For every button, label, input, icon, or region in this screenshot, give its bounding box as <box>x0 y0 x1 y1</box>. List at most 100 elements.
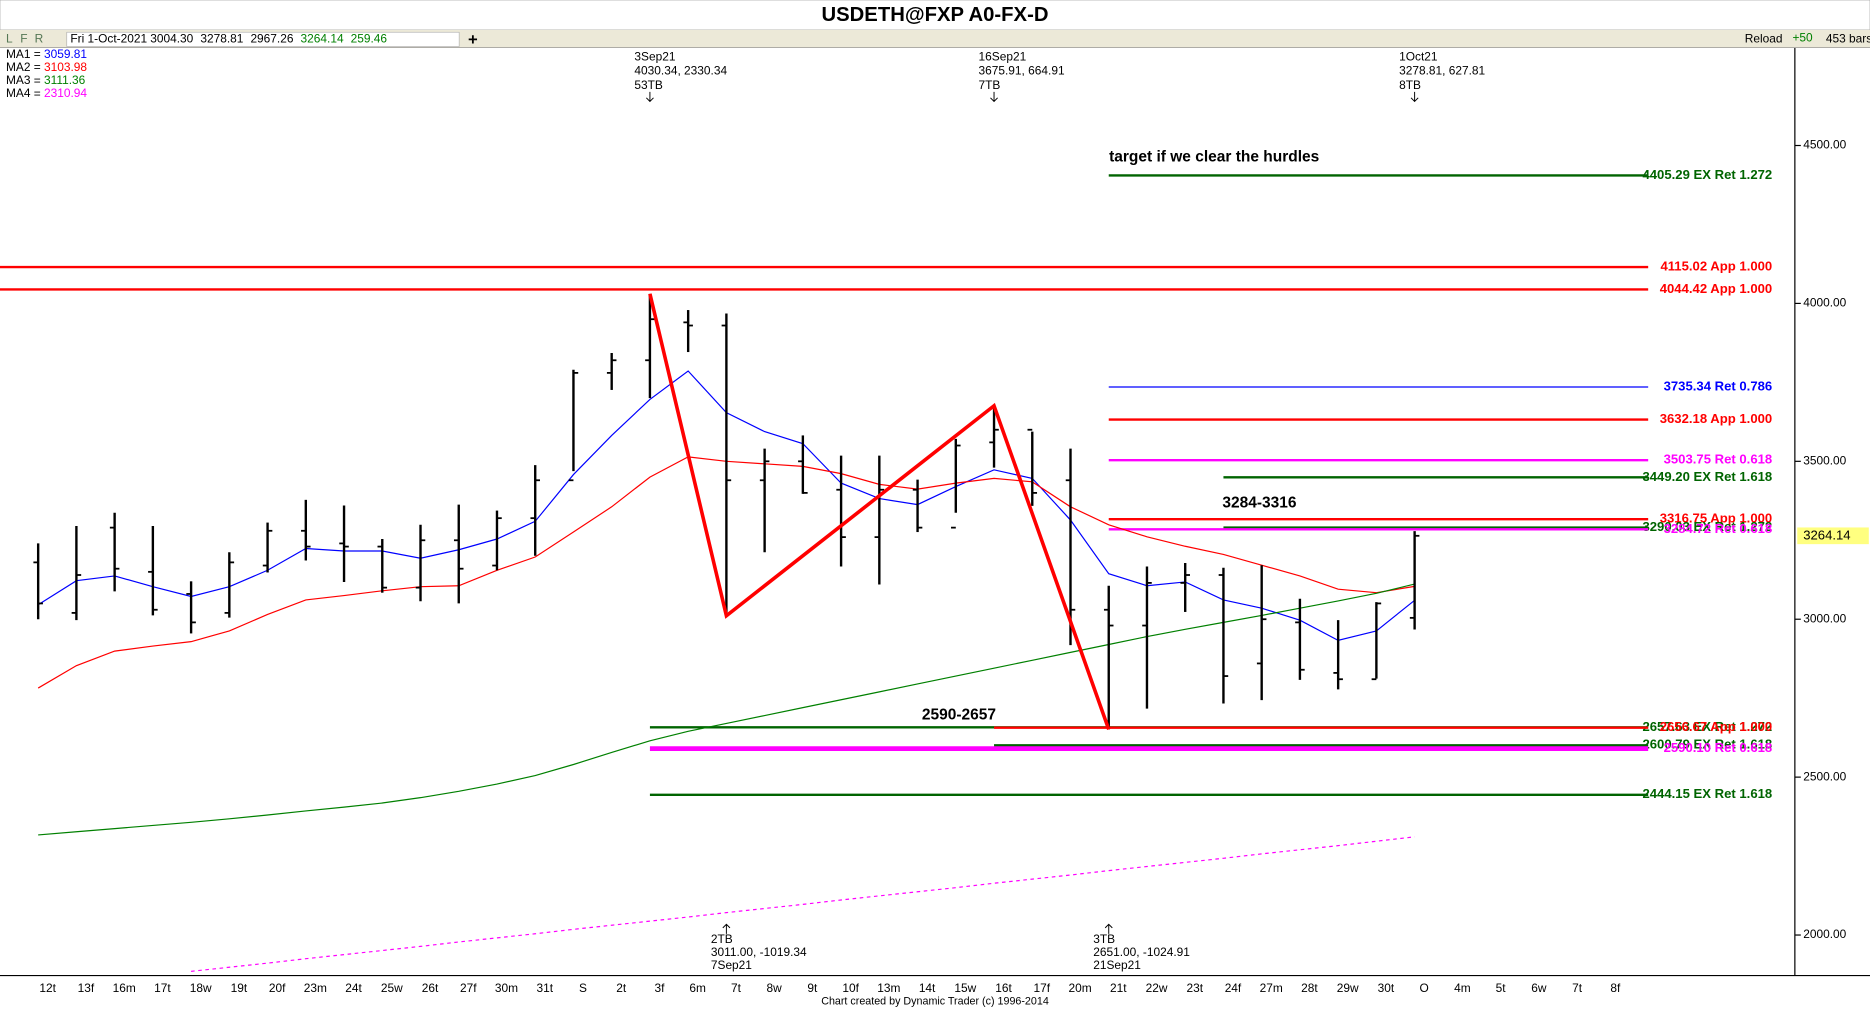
swing-date: 1Oct21 <box>1399 49 1438 63</box>
swing-tb: 7TB <box>979 78 1001 92</box>
swing-text: 3278.81, 627.81 <box>1399 64 1485 78</box>
legend-name: MA1 <box>6 47 31 61</box>
x-tick-label: 22w <box>1146 981 1168 995</box>
swing-arrow <box>1410 91 1419 103</box>
x-tick-label: 15w <box>954 981 976 995</box>
x-tick-label: 16t <box>995 981 1012 995</box>
x-tick-label: 5t <box>1496 981 1507 995</box>
level-label: 3503.75 Ret 0.618 <box>1664 452 1773 467</box>
ma-line <box>191 836 1415 972</box>
reload-button[interactable]: Reload <box>1745 32 1783 46</box>
info-open: 3004.30 <box>150 32 193 46</box>
level-label: 4115.02 App 1.000 <box>1660 259 1772 274</box>
x-tick-label: 2t <box>616 981 627 995</box>
annotation: 2590-2657 <box>922 707 996 724</box>
x-tick-label: 17t <box>154 981 171 995</box>
y-tick-label: 3000.00 <box>1803 611 1846 625</box>
chart-title: USDETH@FXP A0-FX-D <box>822 4 1049 26</box>
x-tick-label: O <box>1420 981 1429 995</box>
step-value[interactable]: +50 <box>1792 30 1813 44</box>
swing-text: 2651.00, -1024.91 <box>1093 945 1190 959</box>
x-tick-label: 8f <box>1610 981 1621 995</box>
level-label: 4044.42 App 1.000 <box>1660 281 1772 296</box>
legend-value: 2310.94 <box>44 86 87 100</box>
add-button[interactable] <box>468 35 478 44</box>
x-tick-label: 29w <box>1337 981 1359 995</box>
level-label: 3632.18 App 1.000 <box>1660 411 1772 426</box>
level-label: 2590.10 Ret 0.618 <box>1664 740 1773 755</box>
swing-tb: 53TB <box>634 78 663 92</box>
swing-text: 3011.00, -1019.34 <box>711 945 807 959</box>
legend-name: MA3 <box>6 73 31 87</box>
legend-entry: MA2 = 3103.98 <box>6 60 87 74</box>
swing-text: 4030.34, 2330.34 <box>634 64 727 78</box>
level-label: 3284.72 Ret 0.618 <box>1664 521 1773 536</box>
x-tick-label: 6w <box>1531 981 1547 995</box>
level-label: 4405.29 EX Ret 1.272 <box>1642 167 1772 182</box>
x-tick-label: S <box>579 981 587 995</box>
info-box <box>66 31 460 47</box>
button[interactable]: L <box>6 32 13 46</box>
x-tick-label: 18w <box>190 981 212 995</box>
y-tick-label: 4000.00 <box>1803 296 1846 310</box>
x-tick-label: 12t <box>39 981 56 995</box>
x-tick-label: 6m <box>689 981 706 995</box>
x-tick-label: 30m <box>495 981 518 995</box>
y-tick-label: 3500.00 <box>1803 453 1846 467</box>
bar-count: 453 bars <box>1826 32 1870 46</box>
x-tick-label: 30t <box>1378 981 1395 995</box>
info-low: 2967.26 <box>250 32 293 46</box>
toolbar <box>0 29 1870 48</box>
swing-arrow <box>1104 923 1113 934</box>
x-tick-label: 3f <box>654 981 665 995</box>
legend-value: 3059.81 <box>44 47 87 61</box>
x-tick-label: 31t <box>536 981 553 995</box>
legend-entry: MA1 = 3059.81 <box>6 47 87 61</box>
x-tick-label: 20f <box>269 981 286 995</box>
x-tick-label: 13m <box>877 981 900 995</box>
ma-legend: MA1 = 3059.81 MA2 = 3103.98 MA3 = 3111.3… <box>6 47 87 100</box>
x-tick-label: 7t <box>731 981 742 995</box>
level-label: 3290.03 EX Ret 1.272 <box>1642 519 1772 534</box>
x-tick-label: 8w <box>767 981 783 995</box>
info-high: 3278.81 <box>200 32 243 46</box>
x-tick-label: 19t <box>231 981 248 995</box>
swing-date: 21Sep21 <box>1093 958 1141 972</box>
level-label: 3735.34 Ret 0.786 <box>1664 378 1773 393</box>
swing-tb: 8TB <box>1399 78 1421 92</box>
x-tick-label: 10f <box>842 981 859 995</box>
swing-arrow <box>990 91 998 103</box>
legend-value: 3111.36 <box>44 73 86 87</box>
swing-tb: 2TB <box>711 932 733 946</box>
x-tick-label: 4m <box>1454 981 1471 995</box>
swing-date: 7Sep21 <box>711 958 752 972</box>
x-tick-label: 23m <box>304 981 327 995</box>
legend-value: 3103.98 <box>44 60 87 74</box>
swing-text: 3675.91, 664.91 <box>979 64 1065 78</box>
ma-line <box>38 583 1415 836</box>
level-label: 2656.67 App 1.000 <box>1660 719 1772 734</box>
x-tick-label: 25w <box>381 981 403 995</box>
legend-name: MA2 <box>6 60 31 74</box>
level-label: 3449.20 EX Ret 1.618 <box>1642 469 1772 484</box>
info-close: 3264.14 <box>301 32 344 46</box>
x-tick-label: 17f <box>1034 981 1051 995</box>
x-tick-label: 7t <box>1572 981 1583 995</box>
title-bar <box>0 0 1870 31</box>
y-tick-label: 4500.00 <box>1803 138 1846 152</box>
legend-entry: MA4 = 2310.94 <box>6 86 87 100</box>
level-label: 2657.63 EX Ret 1.272 <box>1642 719 1772 734</box>
legend-entry: MA3 = 3111.36 <box>6 73 86 87</box>
x-tick-label: 20m <box>1068 981 1091 995</box>
swing-arrow <box>722 923 731 934</box>
zigzag <box>648 293 1111 731</box>
x-tick-label: 14t <box>919 981 936 995</box>
swing-arrow <box>646 91 654 103</box>
y-tick-label: 2000.00 <box>1803 927 1846 941</box>
price-tag <box>1797 527 1869 545</box>
button[interactable]: F <box>20 32 27 46</box>
button[interactable]: R <box>35 32 44 46</box>
annotation: target if we clear the hurdles <box>1109 149 1319 166</box>
